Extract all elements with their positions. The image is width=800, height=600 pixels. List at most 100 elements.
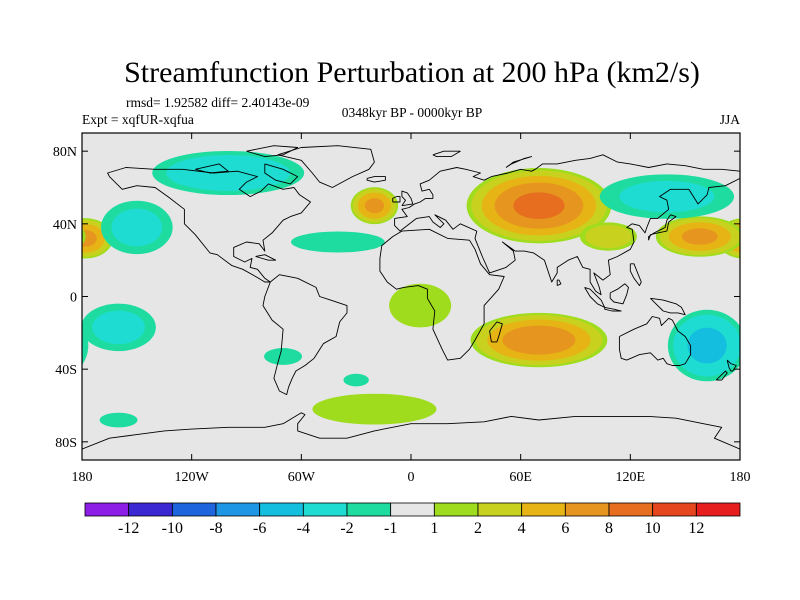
colorbar-label: 10: [645, 520, 661, 537]
anomaly-patch: [264, 348, 303, 365]
contour-band: [312, 393, 437, 425]
colorbar-label: 4: [518, 520, 526, 537]
coastline: [650, 297, 686, 316]
colorbar-swatch: [652, 502, 697, 517]
colorbar-label: 8: [605, 520, 613, 537]
contour-band: [687, 327, 727, 364]
anomaly-patch: [290, 231, 385, 253]
anomaly-patch: [343, 373, 369, 387]
x-tick-label: 180: [72, 470, 93, 485]
coastline: [604, 306, 622, 312]
coastline: [107, 167, 311, 283]
colorbar: -12 -10 -8 -6 -4 -2 -1 1 2 4 6 8 10 12: [84, 502, 741, 537]
coastline: [246, 145, 299, 158]
contour-band: [502, 325, 576, 355]
season-text: JJA: [720, 112, 741, 127]
colorbar-label: -8: [209, 520, 222, 537]
colorbar-swatch: [695, 502, 741, 517]
colorbar-swatch: [608, 502, 654, 517]
anomaly-patch: [389, 283, 452, 328]
coastline: [726, 359, 737, 372]
colorbar-swatch: [521, 502, 566, 517]
colorbar-swatch: [564, 502, 610, 517]
anomaly-patch: [82, 216, 740, 257]
coastline: [401, 190, 414, 207]
colorbar-label: -6: [253, 520, 266, 537]
colorbar-label: -4: [297, 520, 310, 537]
colorbar-swatch: [171, 502, 217, 517]
coastline: [379, 228, 505, 361]
coastline: [366, 176, 386, 183]
colorbar-label: -1: [384, 520, 397, 537]
anomaly-patch: [312, 393, 437, 425]
coastline: [432, 150, 461, 158]
colorbar-swatch: [128, 502, 173, 517]
contour-band: [29, 328, 68, 364]
coastline: [556, 279, 562, 287]
colorbar-swatch: [477, 502, 523, 517]
map-area: [29, 132, 741, 461]
anomaly-patch: [82, 303, 740, 352]
contour-band: [82, 326, 89, 366]
x-tick-label: 0: [408, 470, 415, 485]
anomaly-patch: [101, 200, 173, 255]
y-tick-label: 80S: [55, 436, 77, 451]
y-axis: 80N 40N 0 40S 80S: [53, 145, 740, 451]
colorbar-label: 6: [561, 520, 569, 537]
coastline: [609, 283, 629, 305]
x-axis: 180 120W 60W 0 60E 120E 180: [72, 133, 751, 485]
stats-text: rmsd= 1.92582 diff= 2.40143e-09: [126, 95, 310, 110]
contour-band: [92, 310, 145, 345]
colorbar-label: 1: [430, 520, 438, 537]
colorbar-swatch: [259, 502, 304, 517]
coastline: [505, 156, 533, 168]
coastline: [264, 163, 299, 185]
contour-band: [82, 228, 86, 245]
coastline: [277, 145, 375, 188]
contour-band: [619, 180, 715, 213]
contour-band: [99, 412, 138, 428]
coastline: [82, 412, 740, 450]
y-tick-label: 0: [70, 291, 77, 306]
colorbar-label: -12: [118, 520, 139, 537]
coastlines: [82, 145, 740, 450]
colorbar-swatch: [84, 502, 130, 517]
contour-band: [389, 283, 452, 328]
x-tick-label: 180: [730, 470, 751, 485]
y-tick-label: 40S: [55, 363, 77, 378]
coastline: [195, 163, 229, 174]
y-tick-label: 80N: [53, 145, 77, 160]
coastline: [715, 370, 728, 381]
anomaly-patch: [99, 412, 138, 428]
anomaly-patch: [350, 187, 399, 225]
coastline: [489, 321, 503, 343]
colorbar-label: -2: [340, 520, 353, 537]
y-tick-label: 40N: [53, 218, 77, 233]
contour-band: [264, 348, 303, 365]
x-tick-label: 60E: [509, 470, 532, 485]
coastline: [392, 196, 401, 203]
contour-band: [739, 322, 740, 333]
contour-band: [681, 228, 718, 245]
x-tick-label: 120E: [616, 470, 646, 485]
coastline: [618, 316, 692, 366]
contour-band: [82, 230, 97, 247]
contour-band: [513, 192, 565, 219]
anomaly-patch: [470, 312, 608, 368]
anomaly-patch: [466, 167, 612, 244]
chart-title: Streamfunction Perturbation at 200 hPa (…: [124, 56, 700, 89]
colorbar-label: -10: [162, 520, 183, 537]
x-tick-label: 60W: [288, 470, 316, 485]
coastline: [394, 154, 740, 296]
contour-band: [290, 231, 385, 253]
x-tick-label: 120W: [175, 470, 210, 485]
contour-band: [585, 224, 632, 249]
contour-band: [343, 373, 369, 387]
contour-band: [111, 208, 163, 247]
anomaly-patch: [29, 309, 740, 382]
contour-band: [166, 154, 291, 191]
anomaly-fields: [29, 150, 740, 428]
coastline: [262, 274, 348, 396]
colorbar-swatch: [302, 502, 348, 517]
